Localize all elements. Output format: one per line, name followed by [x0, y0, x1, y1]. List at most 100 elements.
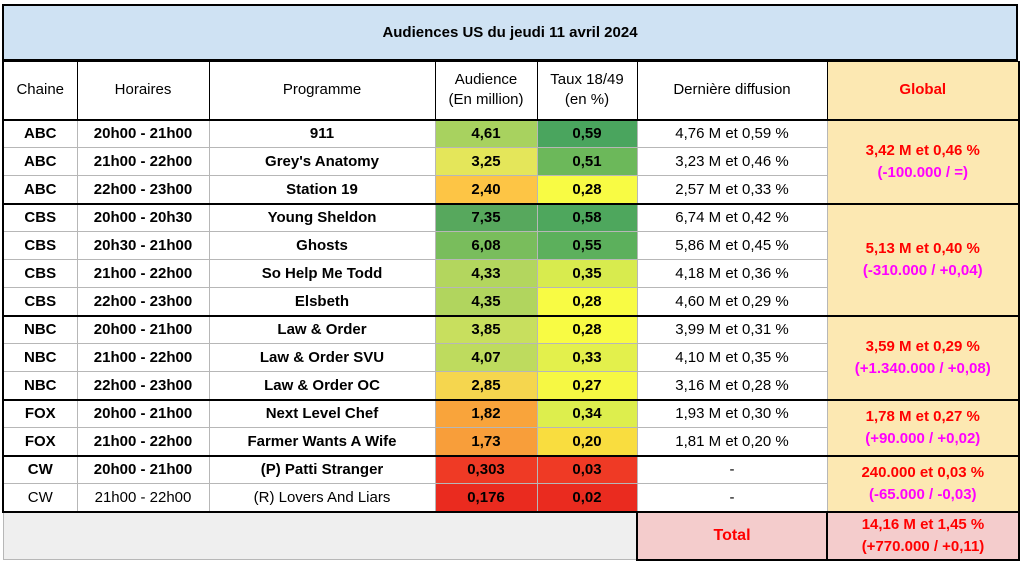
spreadsheet: Audiences US du jeudi 11 avril 2024 Chai…: [2, 4, 1020, 582]
derniere-cell: 3,23 M et 0,46 %: [636, 147, 828, 176]
programme-cell: Law & Order SVU: [208, 343, 436, 372]
horaires-cell: 22h00 - 23h00: [76, 175, 210, 204]
header-taux-line2: (en %): [564, 91, 610, 109]
header-chaine: Chaine: [2, 61, 78, 120]
horaires-cell: 20h00 - 21h00: [76, 118, 210, 148]
audience-cell: 7,35: [434, 202, 538, 232]
derniere-cell: 4,60 M et 0,29 %: [636, 287, 828, 316]
taux-cell: 0,51: [536, 147, 638, 176]
chaine-cell: ABC: [2, 175, 78, 204]
programme-cell: So Help Me Todd: [208, 259, 436, 288]
programme-cell: Next Level Chef: [208, 398, 436, 428]
global-delta-value: (+90.000 / +0,02): [865, 429, 981, 447]
table-row: ABC 22h00 - 23h00 Station 19 2,40 0,28 2,57 M…: [2, 175, 1019, 204]
programme-cell: Law & Order OC: [208, 371, 436, 400]
horaires-cell: 20h30 - 21h00: [76, 231, 210, 260]
audience-table: Chaine Horaires Programme Audience (En m…: [2, 61, 1020, 561]
total-blank-cell: [2, 510, 638, 560]
global-main-value: 3,59 M et 0,29 %: [865, 337, 980, 355]
chaine-cell: CW: [2, 454, 78, 484]
horaires-cell: 22h00 - 23h00: [76, 371, 210, 400]
programme-cell: Young Sheldon: [208, 202, 436, 232]
taux-cell: 0,34: [536, 398, 638, 428]
header-audience-line1: Audience: [454, 71, 518, 89]
header-global: Global: [826, 61, 1020, 120]
derniere-cell: -: [636, 454, 828, 484]
taux-cell: 0,28: [536, 287, 638, 316]
header-programme: Programme: [208, 61, 436, 120]
total-main-value: 14,16 M et 1,45 %: [861, 515, 985, 533]
audience-cell: 6,08: [434, 231, 538, 260]
header-derniere: Dernière diffusion: [636, 61, 828, 120]
derniere-cell: 3,16 M et 0,28 %: [636, 371, 828, 400]
audience-cell: 4,61: [434, 118, 538, 148]
header-taux-line1: Taux 18/49: [550, 71, 624, 89]
audience-cell: 0,303: [434, 454, 538, 484]
total-delta-value: (+770.000 / +0,11): [861, 537, 985, 555]
taux-cell: 0,28: [536, 314, 638, 344]
taux-cell: 0,03: [536, 454, 638, 484]
chaine-cell: NBC: [2, 314, 78, 344]
header-row: Chaine Horaires Programme Audience (En m…: [2, 61, 1020, 120]
header-audience: Audience (En million): [434, 61, 538, 120]
derniere-cell: 4,10 M et 0,35 %: [636, 343, 828, 372]
audience-cell: 1,82: [434, 398, 538, 428]
global-cell: 3,59 M et 0,29 % (+1.340.000 / +0,08): [826, 314, 1020, 401]
taux-cell: 0,28: [536, 175, 638, 204]
table-row: ABC 21h00 - 22h00 Grey's Anatomy 3,25 0,51 3,…: [2, 147, 1019, 176]
derniere-cell: 4,76 M et 0,59 %: [636, 118, 828, 148]
taux-cell: 0,33: [536, 343, 638, 372]
audience-cell: 4,35: [434, 287, 538, 316]
table-row: NBC 21h00 - 22h00 Law & Order SVU 4,07 0,33 4…: [2, 343, 1019, 372]
audience-cell: 2,85: [434, 371, 538, 400]
chaine-cell: CBS: [2, 287, 78, 316]
horaires-cell: 21h00 - 22h00: [76, 427, 210, 456]
derniere-cell: 5,86 M et 0,45 %: [636, 231, 828, 260]
global-delta-value: (-100.000 / =): [877, 163, 968, 181]
global-main-value: 3,42 M et 0,46 %: [865, 141, 980, 159]
table-body: ABC 20h00 - 21h00 911 4,61 0,59 4,76 M et 0,5…: [2, 118, 1020, 561]
derniere-cell: 1,93 M et 0,30 %: [636, 398, 828, 428]
programme-cell: Grey's Anatomy: [208, 147, 436, 176]
table-row: CW 20h00 - 21h00 (P) Patti Stranger 0,303 0,…: [2, 454, 1020, 513]
taux-cell: 0,20: [536, 427, 638, 456]
audience-cell: 1,73: [434, 427, 538, 456]
table-row: NBC 20h00 - 21h00 Law & Order 3,85 0,28 3,99 …: [2, 314, 1020, 401]
global-delta-value: (+1.340.000 / +0,08): [854, 359, 991, 377]
header-horaires: Horaires: [76, 61, 210, 120]
table-row: CBS 20h00 - 20h30 Young Sheldon 7,35 0,58 6,7…: [2, 202, 1020, 317]
global-delta-value: (-310.000 / +0,04): [862, 261, 983, 279]
taux-cell: 0,55: [536, 231, 638, 260]
taux-cell: 0,02: [536, 483, 638, 512]
table-row: CBS 20h30 - 21h00 Ghosts 6,08 0,55 5,86 M et …: [2, 231, 1019, 260]
horaires-cell: 20h00 - 20h30: [76, 202, 210, 232]
table-row: FOX 20h00 - 21h00 Next Level Chef 1,82 0,34 1…: [2, 398, 1020, 457]
chaine-cell: CBS: [2, 259, 78, 288]
table-row: CW 21h00 - 22h00 (R) Lovers And Liars 0,176…: [2, 483, 1019, 512]
audience-cell: 4,33: [434, 259, 538, 288]
derniere-cell: 4,18 M et 0,36 %: [636, 259, 828, 288]
horaires-cell: 21h00 - 22h00: [76, 147, 210, 176]
programme-cell: Law & Order: [208, 314, 436, 344]
horaires-cell: 21h00 - 22h00: [76, 483, 210, 512]
audience-cell: 3,25: [434, 147, 538, 176]
programme-cell: Station 19: [208, 175, 436, 204]
audience-cell: 0,176: [434, 483, 538, 512]
audience-cell: 4,07: [434, 343, 538, 372]
total-label: Total: [636, 510, 828, 561]
programme-cell: Elsbeth: [208, 287, 436, 316]
global-cell: 1,78 M et 0,27 % (+90.000 / +0,02): [826, 398, 1020, 457]
derniere-cell: 2,57 M et 0,33 %: [636, 175, 828, 204]
global-delta-value: (-65.000 / -0,03): [868, 485, 977, 503]
audience-cell: 3,85: [434, 314, 538, 344]
table-row: NBC 22h00 - 23h00 Law & Order OC 2,85 0,27 3,…: [2, 371, 1019, 400]
horaires-cell: 20h00 - 21h00: [76, 398, 210, 428]
chaine-cell: CBS: [2, 202, 78, 232]
global-main-value: 5,13 M et 0,40 %: [865, 239, 980, 257]
global-cell: 3,42 M et 0,46 % (-100.000 / =): [826, 118, 1020, 205]
horaires-cell: 21h00 - 22h00: [76, 259, 210, 288]
programme-cell: Ghosts: [208, 231, 436, 260]
horaires-cell: 20h00 - 21h00: [76, 314, 210, 344]
chaine-cell: NBC: [2, 371, 78, 400]
header-taux: Taux 18/49 (en %): [536, 61, 638, 120]
